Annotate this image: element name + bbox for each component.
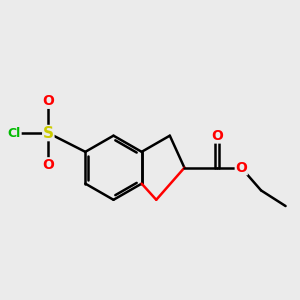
Text: O: O (42, 158, 54, 172)
Text: O: O (211, 129, 223, 143)
Text: S: S (43, 126, 54, 141)
Text: Cl: Cl (8, 127, 21, 140)
Text: O: O (235, 161, 247, 175)
Text: O: O (42, 94, 54, 108)
